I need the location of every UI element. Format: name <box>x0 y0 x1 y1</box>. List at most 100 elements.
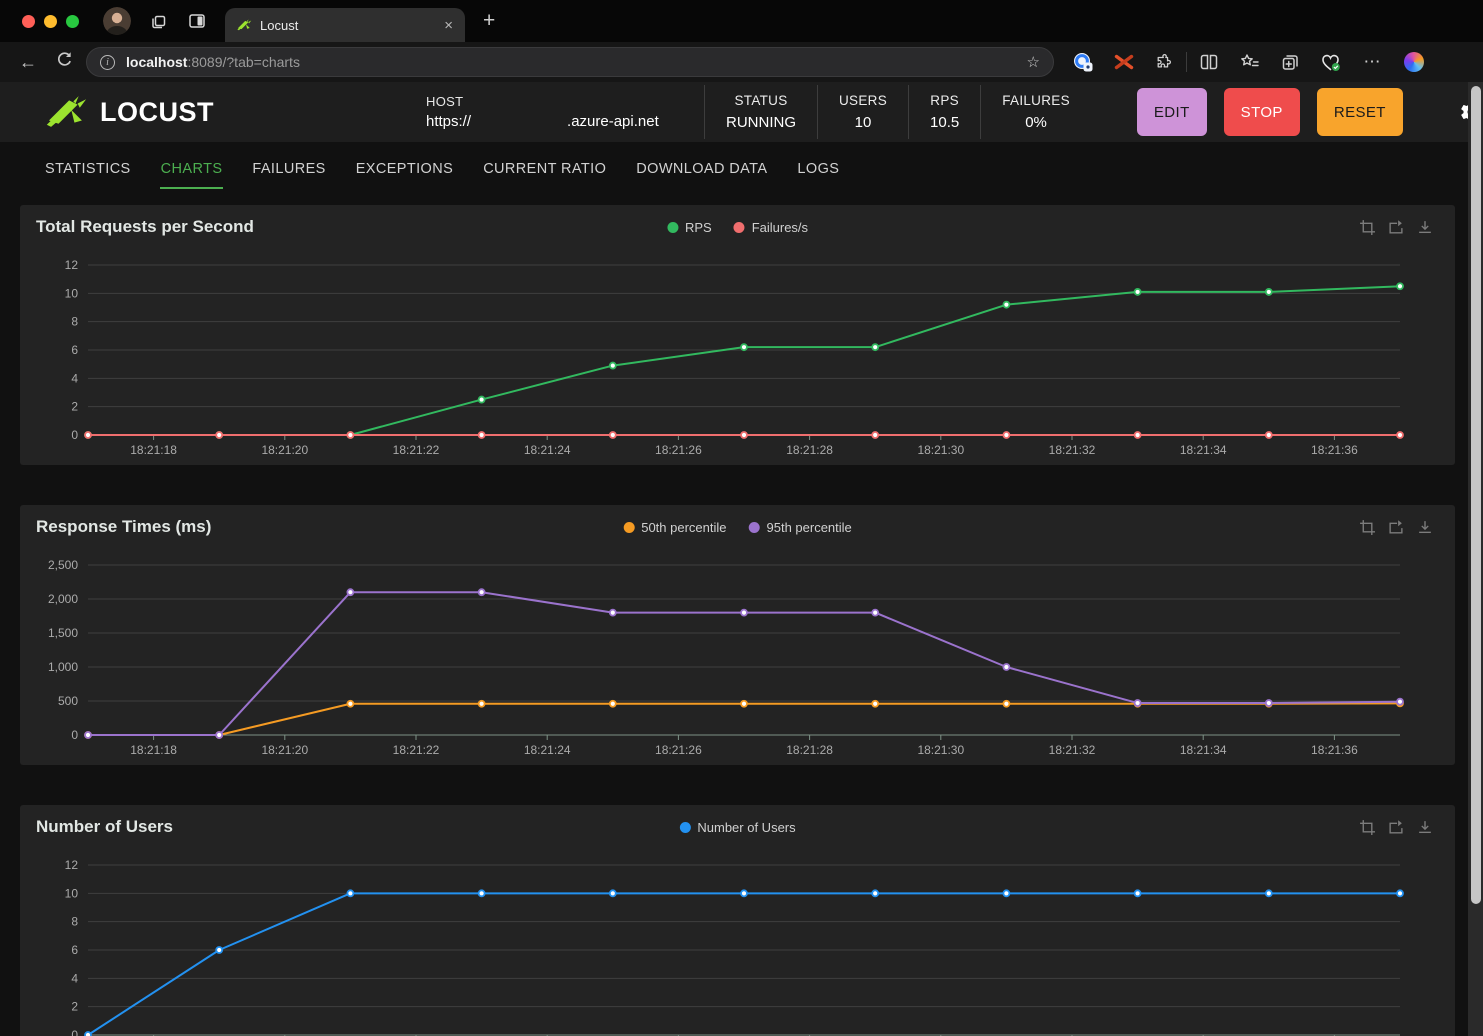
chart-header: Response Times (ms) 50th percentile 95th p… <box>20 505 1455 549</box>
url-path: :8089/?tab=charts <box>187 54 300 70</box>
chart-legend: 50th percentile 95th percentile <box>623 505 852 549</box>
svg-text:8: 8 <box>71 915 78 929</box>
copilot-icon[interactable] <box>1393 52 1434 72</box>
url-hostname: localhost <box>126 54 188 70</box>
chart-canvas[interactable]: 02468101218:21:1818:21:2018:21:2218:21:2… <box>20 849 1455 1036</box>
legend-dot <box>733 221 745 233</box>
host-block: HOST https:// .azure-api.net <box>426 94 688 130</box>
stat-value: 0% <box>1025 114 1047 131</box>
extensions-puzzle-icon[interactable] <box>1144 53 1185 72</box>
chart-toolbox <box>1359 805 1433 849</box>
chart-legend: RPS Failures/s <box>666 205 809 249</box>
stat-divider <box>817 85 818 139</box>
legend-item-failures-s[interactable]: Failures/s <box>733 219 809 235</box>
tab-statistics[interactable]: STATISTICS <box>45 161 131 177</box>
stat-status: STATUS RUNNING <box>705 93 817 131</box>
host-url-suffix: .azure-api.net <box>567 113 659 130</box>
favorites-bar-icon[interactable] <box>1229 53 1270 71</box>
svg-text:8: 8 <box>71 315 78 329</box>
stat-value: 10.5 <box>930 114 960 131</box>
svg-text:2: 2 <box>71 400 78 414</box>
legend-dot <box>679 821 691 833</box>
stat-label: RPS <box>930 93 959 108</box>
svg-text:4: 4 <box>71 371 78 385</box>
tab-charts[interactable]: CHARTS <box>146 142 238 196</box>
data-zoom-icon[interactable] <box>1359 819 1375 835</box>
restore-icon[interactable] <box>1388 819 1404 835</box>
maximize-window-button[interactable] <box>66 14 79 28</box>
svg-text:18:21:20: 18:21:20 <box>261 743 308 757</box>
save-image-icon[interactable] <box>1417 519 1433 535</box>
minimize-window-button[interactable] <box>44 14 57 28</box>
legend-label: Number of Users <box>697 819 796 835</box>
restore-icon[interactable] <box>1388 219 1404 235</box>
site-info-icon[interactable]: i <box>100 54 115 70</box>
tab-failures[interactable]: FAILURES <box>252 161 326 177</box>
data-zoom-icon[interactable] <box>1359 519 1375 535</box>
stats-row: STATUS RUNNING USERS 10 RPS 10.5 FAILURES 0% <box>704 85 1091 139</box>
tab-exceptions[interactable]: EXCEPTIONS <box>355 161 454 177</box>
legend-item-50th-percentile[interactable]: 50th percentile <box>623 519 727 535</box>
close-tab-icon[interactable]: × <box>444 16 453 34</box>
profile-avatar[interactable] <box>103 7 131 35</box>
split-screen-icon[interactable] <box>1188 53 1229 71</box>
locust-nav-tabs: STATISTICS CHARTS FAILURES EXCEPTIONS CURREN… <box>0 142 1483 196</box>
svg-text:18:21:22: 18:21:22 <box>393 743 440 757</box>
data-zoom-icon[interactable] <box>1359 219 1375 235</box>
bookmark-star-icon[interactable]: ☆ <box>1026 54 1040 71</box>
tab-logs[interactable]: LOGS <box>797 161 840 177</box>
save-image-icon[interactable] <box>1417 219 1433 235</box>
chart-panel-total-requests-per-second: Total Requests per Second RPS Failures/s 0 2… <box>20 205 1455 465</box>
scrollbar-thumb[interactable] <box>1470 86 1481 904</box>
save-image-icon[interactable] <box>1417 819 1433 835</box>
legend-item-number-of-users[interactable]: Number of Users <box>679 819 796 835</box>
svg-text:18:21:26: 18:21:26 <box>655 743 702 757</box>
collections-icon[interactable] <box>1270 53 1311 72</box>
stat-value: 10 <box>854 114 872 131</box>
more-options-icon[interactable]: ⋯ <box>1363 52 1382 71</box>
reload-icon[interactable] <box>46 51 82 73</box>
window-controls <box>0 14 91 28</box>
restore-icon[interactable] <box>1388 519 1404 535</box>
stat-divider <box>980 85 982 139</box>
charts-content: Total Requests per Second RPS Failures/s 0 2… <box>0 196 1483 1036</box>
chart-toolbox <box>1359 205 1433 249</box>
svg-text:0: 0 <box>71 1028 78 1036</box>
browser-essentials-icon[interactable] <box>1311 53 1352 72</box>
svg-text:18:21:26: 18:21:26 <box>655 443 702 457</box>
svg-text:18:21:24: 18:21:24 <box>524 743 571 757</box>
legend-label: Failures/s <box>751 219 809 235</box>
svg-text:12: 12 <box>65 858 79 872</box>
svg-text:4: 4 <box>71 971 78 985</box>
svg-text:18:21:24: 18:21:24 <box>524 443 571 457</box>
browser-tab[interactable]: Locust × <box>225 8 465 42</box>
svg-text:18:21:34: 18:21:34 <box>1180 743 1227 757</box>
new-tab-button[interactable]: + <box>483 9 496 32</box>
close-window-button[interactable] <box>22 14 35 28</box>
legend-item-rps[interactable]: RPS <box>666 220 712 235</box>
back-icon[interactable]: ← <box>19 51 37 72</box>
svg-text:18:21:30: 18:21:30 <box>917 443 964 457</box>
host-value: https:// .azure-api.net <box>426 113 688 130</box>
tab-current-ratio[interactable]: CURRENT RATIO <box>483 161 607 177</box>
page-scrollbar[interactable] <box>1468 82 1483 1036</box>
edit-button[interactable]: EDIT <box>1136 88 1207 136</box>
legend-dot <box>748 521 760 533</box>
performance-icon[interactable] <box>1062 51 1103 73</box>
sidebar-icon[interactable] <box>187 11 207 31</box>
legend-label: 50th percentile <box>641 519 727 535</box>
extension-x-icon[interactable] <box>1103 53 1144 71</box>
svg-text:18:21:36: 18:21:36 <box>1311 443 1358 457</box>
legend-item-95th-percentile[interactable]: 95th percentile <box>748 520 852 535</box>
workspaces-icon[interactable] <box>149 11 169 31</box>
chart-canvas[interactable]: 0 500 1,000 1,500 2,000 2,500 18:21:18 18:21:20… <box>20 549 1455 765</box>
reset-button[interactable]: RESET <box>1316 88 1403 136</box>
url-bar[interactable]: i localhost:8089/?tab=charts ☆ <box>86 47 1054 77</box>
stop-button[interactable]: STOP <box>1223 88 1300 136</box>
tab-download-data[interactable]: DOWNLOAD DATA <box>636 161 768 177</box>
legend-dot <box>666 221 678 233</box>
svg-text:18:21:32: 18:21:32 <box>1049 743 1096 757</box>
